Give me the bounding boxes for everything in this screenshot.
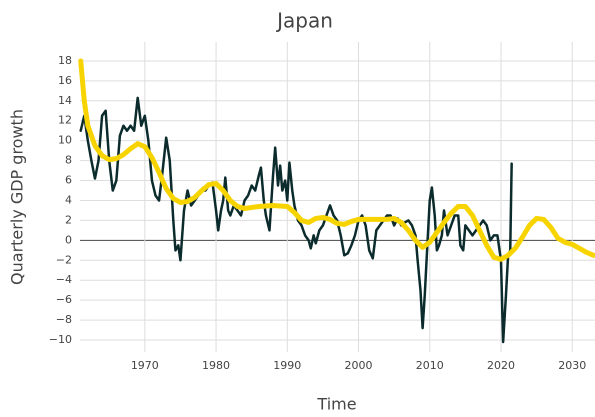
x-axis-label: Time xyxy=(316,395,356,414)
x-tick-label: 1970 xyxy=(131,359,159,372)
y-tick-label: 12 xyxy=(58,114,72,127)
series-line xyxy=(78,58,595,262)
y-tick-label: −8 xyxy=(56,313,72,326)
y-tick-label: −10 xyxy=(49,333,72,346)
y-tick-label: 2 xyxy=(65,213,72,226)
x-tick-label: 2000 xyxy=(345,359,373,372)
chart-title: Japan xyxy=(275,9,333,33)
x-tick-label: 2020 xyxy=(487,359,515,372)
y-tick-label: 16 xyxy=(58,74,72,87)
y-tick-label: 8 xyxy=(65,154,72,167)
x-tick-label: 1980 xyxy=(202,359,230,372)
y-tick-label: 6 xyxy=(65,174,72,187)
x-tick-label: 2010 xyxy=(416,359,444,372)
y-tick-label: −2 xyxy=(56,253,72,266)
y-tick-label: 14 xyxy=(58,94,72,107)
y-tick-label: 4 xyxy=(65,193,72,206)
y-axis-label: Quarterly GDP growth xyxy=(8,109,27,285)
y-tick-label: −6 xyxy=(56,293,72,306)
y-tick-label: 0 xyxy=(65,233,72,246)
x-tick-label: 1990 xyxy=(273,359,301,372)
y-tick-label: −4 xyxy=(56,273,72,286)
x-tick-label: 2030 xyxy=(558,359,586,372)
y-tick-label: 10 xyxy=(58,134,72,147)
y-tick-label: 18 xyxy=(58,54,72,67)
